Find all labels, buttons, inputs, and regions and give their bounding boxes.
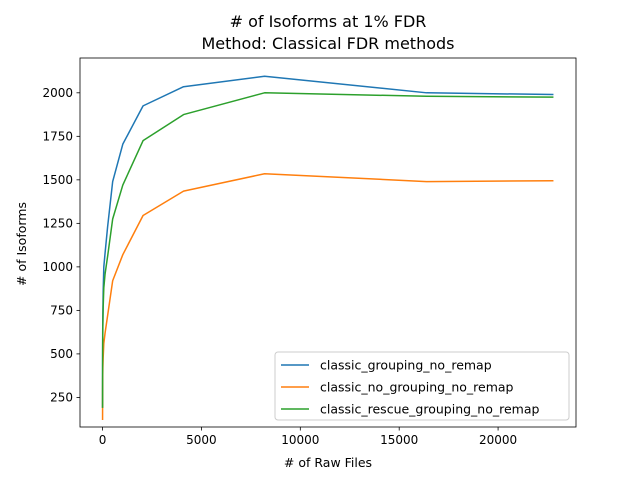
x-tick-label: 0 (99, 433, 107, 447)
legend-label-2: classic_no_grouping_no_remap (320, 380, 514, 395)
legend: classic_grouping_no_remap classic_no_grou… (274, 351, 570, 421)
y-tick-label: 1500 (42, 173, 73, 187)
y-tick-label: 1750 (42, 130, 73, 144)
y-tick-label: 500 (50, 347, 73, 361)
series-line-3 (101, 92, 554, 408)
legend-label-3: classic_rescue_grouping_no_remap (320, 402, 540, 417)
x-tick-label: 5000 (186, 433, 217, 447)
y-tick-label: 750 (50, 304, 73, 318)
x-axis-label: # of Raw Files (284, 455, 372, 470)
legend-box (274, 351, 570, 421)
x-tick-label: 15000 (380, 433, 418, 447)
legend-label-1: classic_grouping_no_remap (320, 358, 492, 373)
y-tick-label: 2000 (42, 86, 73, 100)
chart-subtitle: Method: Classical FDR methods (201, 34, 454, 53)
plot-area: 0 5000 10000 15000 20000 250 500 750 1000 1250 150… (42, 57, 577, 447)
y-axis-label: # of Isoforms (14, 202, 29, 286)
y-tick-label: 250 (50, 391, 73, 405)
axes-frame (79, 57, 577, 428)
x-tick-label: 20000 (479, 433, 517, 447)
x-tick-label: 10000 (281, 433, 319, 447)
chart-title: # of Isoforms at 1% FDR (230, 12, 427, 31)
y-tick-label: 1000 (42, 260, 73, 274)
y-tick-label: 1250 (42, 217, 73, 231)
